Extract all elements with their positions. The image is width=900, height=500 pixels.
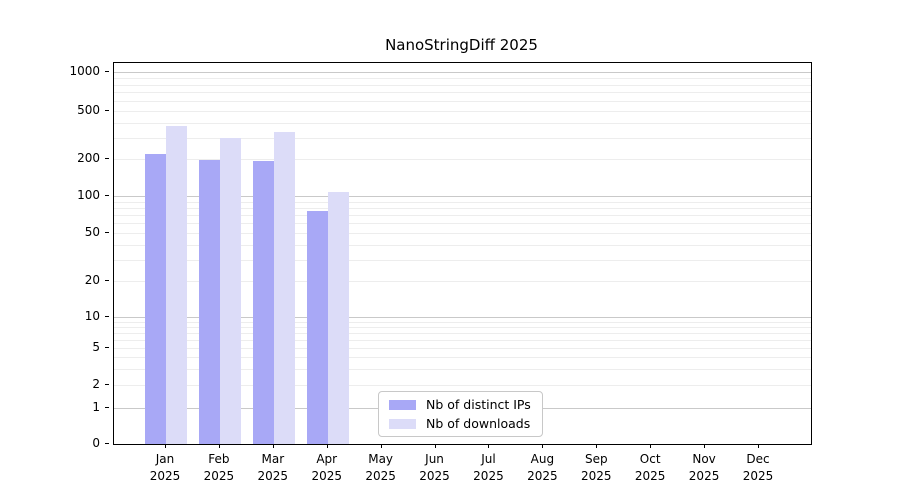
y-tick-label: 50 [84,225,100,239]
gridline-minor [114,111,811,112]
y-tick-mark [105,232,109,233]
y-tick-mark [105,384,109,385]
x-tick-mark [650,444,652,448]
gridline-minor [114,385,811,386]
gridline-minor [114,223,811,225]
x-tick-mark [704,444,706,448]
bar-downloads [327,191,349,444]
x-tick-label: Apr 2025 [311,452,342,483]
bar-distinct-ips [145,154,166,444]
x-tick-label: Jan 2025 [149,452,181,483]
gridline-minor [114,233,811,234]
legend-entry-ips: Nb of distinct IPs [389,397,542,412]
y-tick-label: 0 [92,436,100,450]
bar-distinct-ips [198,160,220,444]
x-tick-mark [757,444,759,448]
y-tick-label: 1 [92,400,100,414]
y-tick-label: 20 [84,273,100,287]
x-tick-mark [326,444,328,448]
y-tick-mark [105,71,109,72]
x-tick-label: Jul 2025 [473,452,504,483]
gridline-minor [114,244,811,246]
y-tick-label: 5 [92,340,100,354]
x-tick-mark [542,444,544,448]
gridline-minor [114,215,811,217]
y-tick-mark [105,158,109,159]
gridline-minor [114,281,811,282]
x-tick-label: Feb 2025 [203,452,235,483]
legend-swatch-downloads-icon [389,418,416,429]
y-tick-mark [105,316,109,317]
y-tick-label: 500 [77,103,100,117]
legend-entry-downloads: Nb of downloads [389,416,542,431]
y-tick-mark [105,347,109,348]
chart-title: NanoStringDiff 2025 [385,36,538,54]
x-tick-label: Dec 2025 [742,452,774,483]
gridline-minor [114,357,811,358]
gridline-major [114,72,811,73]
y-tick-mark [105,195,109,196]
gridline-major [114,196,811,197]
bar-distinct-ips [306,211,328,444]
x-tick-label: Mar 2025 [257,452,289,483]
gridline-minor [114,321,811,323]
x-tick-label: Nov 2025 [688,452,720,483]
bar-downloads [166,126,187,444]
legend-swatch-ips-icon [389,399,416,410]
gridline-minor [114,201,811,203]
bar-downloads [273,131,295,444]
x-tick-label: Oct 2025 [634,452,666,483]
y-tick-label: 100 [77,188,100,202]
bar-distinct-ips [252,161,274,444]
y-tick-label: 200 [77,151,100,165]
x-tick-label: Aug 2025 [527,452,558,483]
bar-downloads [219,137,241,444]
legend-label-downloads: Nb of downloads [426,416,531,431]
gridline-minor [114,100,811,102]
y-tick-mark [105,443,109,444]
y-tick-mark [105,407,109,408]
gridline-major [114,317,811,318]
x-tick-label: Sep 2025 [580,452,612,483]
gridline-minor [114,368,811,370]
plot-area [113,62,812,445]
gridline-minor [114,92,811,94]
legend-label-ips: Nb of distinct IPs [426,397,531,412]
x-tick-mark [380,444,382,448]
x-tick-mark [272,444,274,448]
gridline-minor [114,122,811,124]
y-tick-label: 2 [92,377,100,391]
x-tick-mark [488,444,490,448]
gridline-minor [114,348,811,349]
y-tick-label: 1000 [69,64,100,78]
y-tick-label: 10 [84,309,100,323]
gridline-minor [114,326,811,328]
gridline-minor [114,207,811,209]
gridline-minor [114,339,811,341]
gridline-minor [114,84,811,86]
x-tick-mark [218,444,220,448]
legend: Nb of distinct IPs Nb of downloads [378,391,543,437]
gridline-minor [114,259,811,261]
y-tick-mark [105,110,109,111]
gridline-minor [114,77,811,79]
x-tick-mark [434,444,436,448]
x-tick-mark [165,444,166,448]
x-tick-mark [596,444,598,448]
y-tick-mark [105,280,109,281]
x-tick-label: Jun 2025 [419,452,450,483]
x-tick-label: May 2025 [365,452,396,483]
gridline-minor [114,332,811,334]
gridline-minor [114,137,811,139]
gridline-minor [114,159,811,160]
